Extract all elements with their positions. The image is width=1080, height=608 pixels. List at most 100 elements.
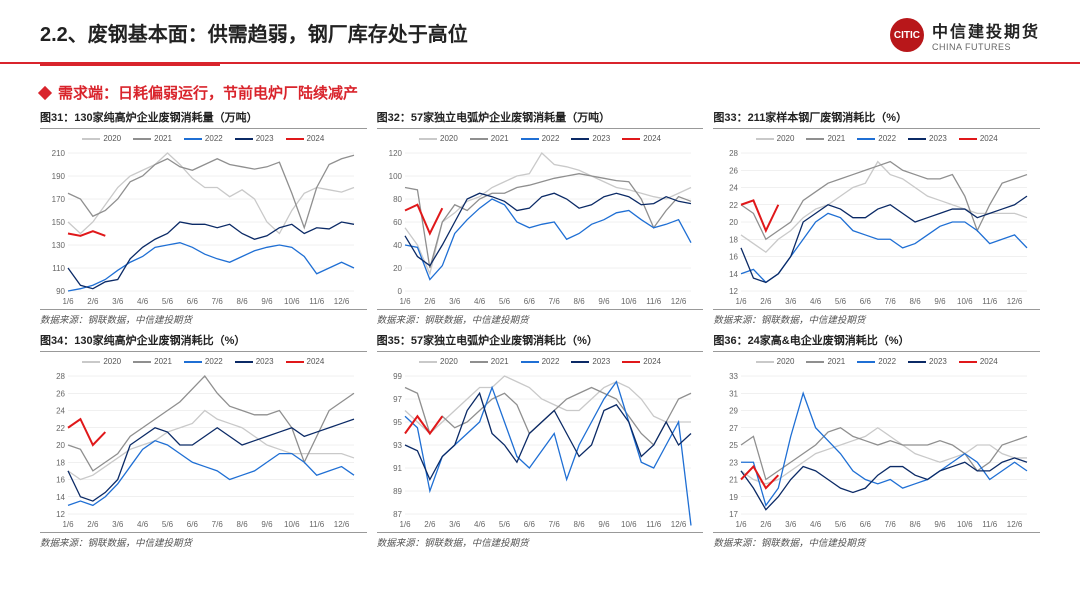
legend-item: 2022 xyxy=(857,134,896,143)
svg-text:12/6: 12/6 xyxy=(334,297,350,306)
chart-svg: 878991939597991/62/63/64/65/66/67/68/69/… xyxy=(377,370,697,530)
svg-text:12/6: 12/6 xyxy=(334,520,350,529)
svg-text:7/6: 7/6 xyxy=(212,297,224,306)
chart-c32: 图32：57家独立电弧炉企业废钢消耗量（万吨）20202021202220232… xyxy=(377,109,704,326)
svg-text:19: 19 xyxy=(729,493,738,502)
chart-c33: 图33：211家样本钢厂废钢消耗比（%）20202021202220232024… xyxy=(713,109,1040,326)
svg-text:33: 33 xyxy=(729,372,738,381)
svg-text:26: 26 xyxy=(56,389,65,398)
svg-text:12/6: 12/6 xyxy=(1007,297,1023,306)
svg-text:10/6: 10/6 xyxy=(621,520,637,529)
svg-text:1/6: 1/6 xyxy=(399,520,411,529)
header: 2.2、废钢基本面：供需趋弱，钢厂库存处于高位 CITIC 中信建投期货 CHI… xyxy=(0,0,1080,62)
svg-text:8/6: 8/6 xyxy=(910,297,922,306)
svg-text:20: 20 xyxy=(393,264,402,273)
svg-text:10/6: 10/6 xyxy=(284,297,300,306)
chart-c36: 图36：24家高&电企业废钢消耗比（%）20202021202220232024… xyxy=(713,332,1040,549)
svg-text:3/6: 3/6 xyxy=(449,520,461,529)
svg-text:3/6: 3/6 xyxy=(112,297,124,306)
svg-text:12: 12 xyxy=(729,287,738,296)
svg-text:1/6: 1/6 xyxy=(62,297,74,306)
chart-title: 图33：211家样本钢厂废钢消耗比（%） xyxy=(713,109,1040,129)
legend-item: 2021 xyxy=(133,134,172,143)
chart-svg: 901101301501701902101/62/63/64/65/66/67/… xyxy=(40,147,360,307)
legend-item: 2021 xyxy=(470,134,509,143)
chart-source: 数据来源：钢联数据，中信建投期货 xyxy=(40,532,367,549)
svg-text:22: 22 xyxy=(56,424,65,433)
svg-text:9/6: 9/6 xyxy=(935,297,947,306)
svg-text:12/6: 12/6 xyxy=(670,297,686,306)
legend-item: 2024 xyxy=(622,134,661,143)
svg-text:11/6: 11/6 xyxy=(983,520,999,529)
svg-text:9/6: 9/6 xyxy=(261,520,273,529)
svg-text:5/6: 5/6 xyxy=(162,297,174,306)
svg-text:210: 210 xyxy=(52,149,66,158)
chart-title: 图32：57家独立电弧炉企业废钢消耗量（万吨） xyxy=(377,109,704,129)
svg-text:0: 0 xyxy=(397,287,402,296)
svg-text:87: 87 xyxy=(393,510,402,519)
svg-text:80: 80 xyxy=(393,195,402,204)
svg-text:93: 93 xyxy=(393,441,402,450)
svg-text:4/6: 4/6 xyxy=(137,297,149,306)
svg-text:31: 31 xyxy=(729,389,738,398)
logo-text-cn: 中信建投期货 xyxy=(932,18,1040,42)
legend-item: 2021 xyxy=(133,357,172,366)
legend-item: 2024 xyxy=(959,134,998,143)
svg-text:4/6: 4/6 xyxy=(810,297,822,306)
chart-source: 数据来源：钢联数据，中信建投期货 xyxy=(713,309,1040,326)
svg-text:11/6: 11/6 xyxy=(983,297,999,306)
legend-item: 2020 xyxy=(419,357,458,366)
legend: 20202021202220232024 xyxy=(713,132,1040,147)
svg-text:110: 110 xyxy=(52,264,65,273)
legend: 20202021202220232024 xyxy=(377,355,704,370)
legend-item: 2022 xyxy=(184,357,223,366)
svg-text:24: 24 xyxy=(729,184,738,193)
svg-text:28: 28 xyxy=(729,149,738,158)
svg-text:3/6: 3/6 xyxy=(449,297,461,306)
legend: 20202021202220232024 xyxy=(40,132,367,147)
svg-text:5/6: 5/6 xyxy=(162,520,174,529)
svg-text:9/6: 9/6 xyxy=(598,520,610,529)
svg-text:12: 12 xyxy=(56,510,65,519)
svg-text:27: 27 xyxy=(729,424,738,433)
chart-title: 图34：130家纯高炉企业废钢消耗比（%） xyxy=(40,332,367,352)
svg-text:18: 18 xyxy=(56,458,65,467)
chart-source: 数据来源：钢联数据，中信建投期货 xyxy=(713,532,1040,549)
svg-text:12/6: 12/6 xyxy=(1007,520,1023,529)
svg-text:2/6: 2/6 xyxy=(87,297,99,306)
svg-text:14: 14 xyxy=(56,493,65,502)
page-title: 2.2、废钢基本面：供需趋弱，钢厂库存处于高位 xyxy=(40,18,468,47)
logo: CITIC 中信建投期货 CHINA FUTURES xyxy=(890,18,1040,52)
svg-text:29: 29 xyxy=(729,407,738,416)
svg-text:150: 150 xyxy=(52,218,66,227)
chart-svg: 0204060801001201/62/63/64/65/66/67/68/69… xyxy=(377,147,697,307)
svg-text:4/6: 4/6 xyxy=(810,520,822,529)
svg-text:10/6: 10/6 xyxy=(621,297,637,306)
svg-text:10/6: 10/6 xyxy=(957,297,973,306)
chart-c31: 图31：130家纯高炉企业废钢消耗量（万吨）202020212022202320… xyxy=(40,109,367,326)
svg-text:28: 28 xyxy=(56,372,65,381)
svg-text:5/6: 5/6 xyxy=(499,297,511,306)
svg-text:14: 14 xyxy=(729,270,738,279)
svg-text:11/6: 11/6 xyxy=(309,520,325,529)
svg-text:89: 89 xyxy=(393,487,402,496)
legend-item: 2023 xyxy=(908,134,947,143)
svg-text:91: 91 xyxy=(393,464,402,473)
legend-item: 2020 xyxy=(756,357,795,366)
svg-text:190: 190 xyxy=(52,172,66,181)
svg-text:6/6: 6/6 xyxy=(860,520,872,529)
chart-source: 数据来源：钢联数据，中信建投期货 xyxy=(377,309,704,326)
svg-text:7/6: 7/6 xyxy=(885,520,897,529)
svg-text:2/6: 2/6 xyxy=(761,520,773,529)
subtitle-row: 需求端：日耗偏弱运行，节前电炉厂陆续减产 xyxy=(0,74,1080,109)
svg-text:11/6: 11/6 xyxy=(646,297,662,306)
legend-item: 2022 xyxy=(521,357,560,366)
svg-text:12/6: 12/6 xyxy=(670,520,686,529)
svg-text:3/6: 3/6 xyxy=(112,520,124,529)
svg-text:2/6: 2/6 xyxy=(424,297,436,306)
svg-text:10/6: 10/6 xyxy=(957,520,973,529)
svg-text:1/6: 1/6 xyxy=(736,520,748,529)
svg-text:9/6: 9/6 xyxy=(935,520,947,529)
svg-text:4/6: 4/6 xyxy=(474,297,486,306)
svg-text:4/6: 4/6 xyxy=(474,520,486,529)
